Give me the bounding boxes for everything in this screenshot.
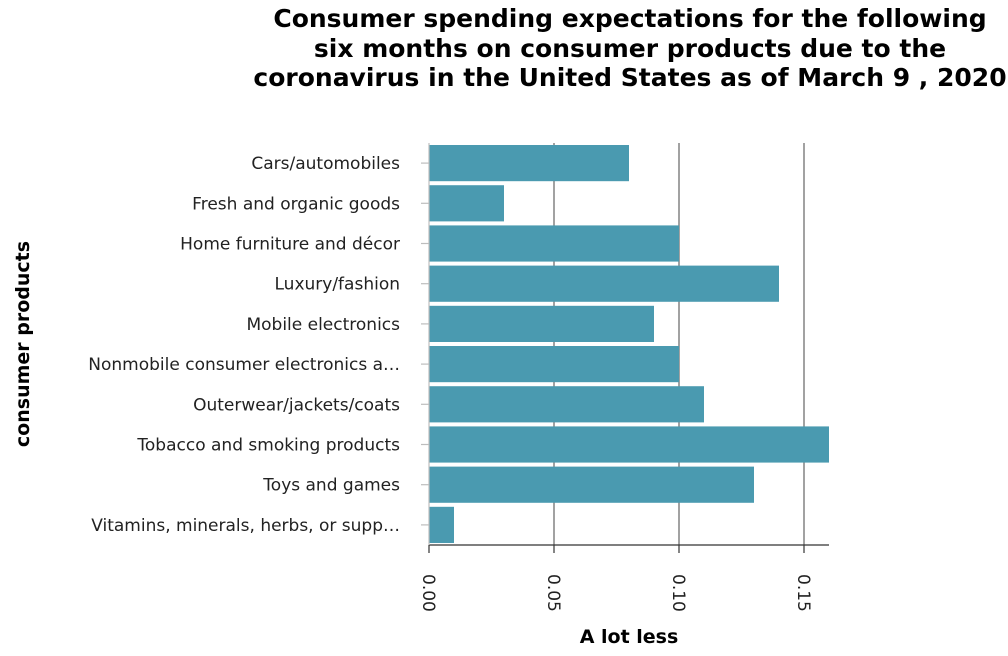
y-tick-label: Nonmobile consumer electronics a…	[88, 355, 400, 375]
x-tick-labels: 0.00 0.05 0.10 0.15	[418, 545, 813, 612]
bar	[429, 265, 779, 302]
bar	[429, 506, 454, 543]
y-tick-label: Mobile electronics	[246, 315, 400, 335]
x-tick-label: 0.05	[543, 574, 563, 612]
y-tick-label: Vitamins, minerals, herbs, or supp…	[91, 516, 400, 536]
y-tick-label: Luxury/fashion	[275, 275, 401, 295]
chart-title: Consumer spending expectations for the f…	[253, 4, 1007, 92]
x-tick-label: 0.10	[668, 574, 688, 612]
y-tick-label: Outerwear/jackets/coats	[193, 395, 400, 415]
axes	[428, 143, 829, 546]
y-tick-label: Cars/automobiles	[251, 154, 400, 174]
bar	[429, 145, 629, 182]
bar	[429, 185, 504, 222]
y-tick-label: Home furniture and décor	[180, 235, 400, 255]
bar	[429, 305, 654, 342]
y-tick-labels: Cars/automobiles Fresh and organic goods H…	[88, 154, 429, 536]
bar	[429, 466, 754, 503]
bar	[429, 386, 704, 423]
x-tick-label: 0.00	[418, 574, 438, 612]
x-tick-label: 0.15	[793, 574, 813, 612]
bar	[429, 225, 679, 262]
x-axis-title: A lot less	[580, 626, 679, 648]
bar	[429, 426, 829, 463]
y-tick-label: Toys and games	[262, 476, 400, 496]
y-tick-label: Tobacco and smoking products	[136, 436, 400, 456]
y-tick-label: Fresh and organic goods	[192, 194, 400, 214]
bar	[429, 346, 679, 383]
bars	[429, 145, 829, 543]
y-axis-title: consumer products	[12, 241, 34, 447]
